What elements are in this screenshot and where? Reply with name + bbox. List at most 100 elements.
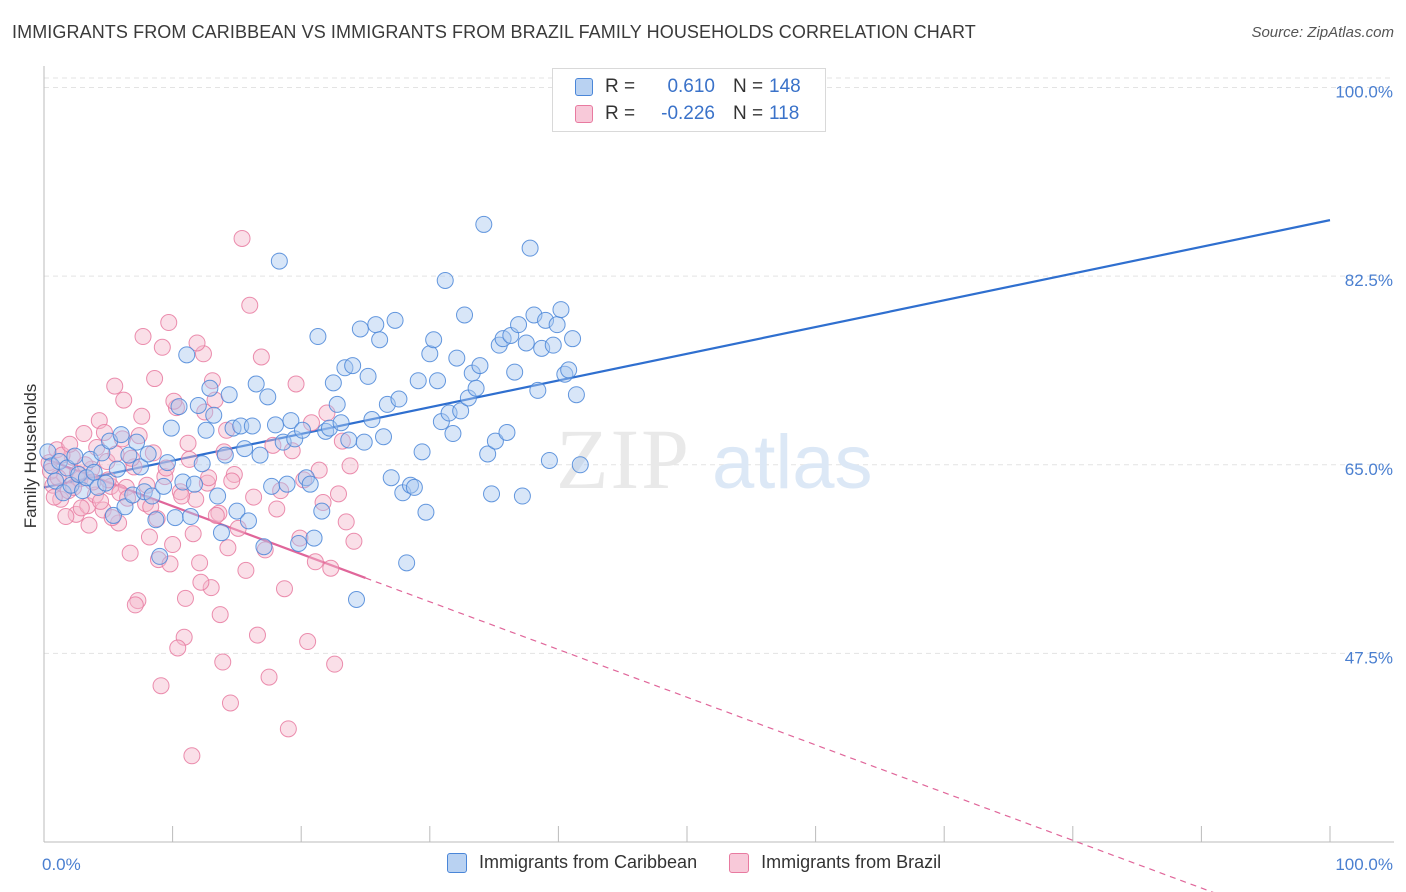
x-tick-label: 0.0% (42, 855, 81, 874)
point-caribbean (228, 502, 246, 520)
point-brazil (122, 449, 140, 467)
chart-source: Source: ZipAtlas.com (1251, 24, 1394, 41)
point-caribbean (185, 475, 203, 493)
point-caribbean (39, 443, 57, 461)
point-caribbean (116, 498, 134, 516)
point-caribbean (182, 508, 200, 526)
point-caribbean (355, 433, 373, 451)
point-brazil (160, 314, 178, 332)
point-brazil (175, 628, 193, 646)
point-caribbean (529, 381, 547, 399)
legend-n-value: 118 (769, 103, 800, 124)
point-brazil (142, 498, 160, 516)
point-caribbean (104, 506, 122, 524)
point-caribbean (131, 458, 149, 476)
point-caribbean (475, 215, 493, 233)
point-caribbean (371, 331, 389, 349)
point-caribbean (128, 433, 146, 451)
point-brazil (72, 499, 90, 517)
series-label-brazil: Immigrants from Brazil (761, 852, 942, 872)
point-caribbean (232, 417, 250, 435)
point-caribbean (452, 402, 470, 420)
point-brazil (310, 461, 328, 479)
point-brazil (169, 639, 187, 657)
point-caribbean (293, 421, 311, 439)
point-caribbean (301, 475, 319, 493)
point-caribbean (560, 361, 578, 379)
point-caribbean (425, 331, 443, 349)
watermark: ZIP atlas (556, 411, 873, 507)
point-caribbean (97, 474, 115, 492)
y-tick-label: 100.0% (1335, 83, 1393, 102)
point-brazil (179, 434, 197, 452)
point-caribbean (212, 524, 230, 542)
point-caribbean (112, 426, 130, 444)
y-tick-label: 47.5% (1345, 648, 1393, 667)
point-brazil (133, 407, 151, 425)
point-brazil (176, 589, 194, 607)
point-caribbean (305, 529, 323, 547)
point-brazil (192, 573, 210, 591)
legend-r-value: 0.610 (667, 76, 715, 97)
point-caribbean (386, 311, 404, 329)
point-brazil (80, 516, 98, 534)
point-caribbean (359, 367, 377, 385)
point-brazil (184, 525, 202, 543)
point-caribbean (243, 417, 261, 435)
point-brazil (196, 403, 214, 421)
point-brazil (115, 391, 133, 409)
series-legend: Immigrants from Caribbean Immigrants fro… (447, 852, 973, 873)
point-caribbean (344, 357, 362, 375)
point-brazil (95, 423, 113, 441)
point-brazil (57, 508, 75, 526)
point-brazil (291, 529, 309, 547)
point-brazil (121, 544, 139, 562)
point-caribbean (143, 487, 161, 505)
point-brazil (144, 444, 162, 462)
point-brazil (214, 653, 232, 671)
point-caribbean (193, 455, 211, 473)
point-brazil (252, 348, 270, 366)
y-axis-title: Family Households (21, 384, 40, 529)
point-caribbean (239, 512, 257, 530)
point-caribbean (247, 375, 265, 393)
point-brazil (106, 377, 124, 395)
point-caribbean (66, 447, 84, 465)
point-caribbean (413, 443, 431, 461)
point-brazil (268, 500, 286, 518)
point-caribbean (436, 271, 454, 289)
point-brazil (134, 328, 152, 346)
series-legend-caribbean[interactable]: Immigrants from Caribbean (447, 852, 697, 873)
point-caribbean (108, 460, 126, 478)
legend-r-label: R = (605, 76, 636, 97)
point-caribbean (421, 345, 439, 363)
point-brazil (299, 633, 317, 651)
point-caribbean (170, 398, 188, 416)
legend-row-brazil: R = -0.226 N = 118 (575, 102, 799, 126)
point-caribbean (540, 451, 558, 469)
point-caribbean (135, 483, 153, 501)
point-brazil (194, 345, 212, 363)
point-brazil (157, 459, 175, 477)
point-caribbean (278, 475, 296, 493)
correlation-legend: R = 0.610 N = 148 R = -0.226 N = 118 (552, 68, 826, 132)
point-caribbean (328, 395, 346, 413)
point-caribbean (282, 412, 300, 430)
point-caribbean (567, 386, 585, 404)
series-legend-brazil[interactable]: Immigrants from Brazil (729, 852, 941, 873)
point-brazil (326, 655, 344, 673)
point-brazil (279, 720, 297, 738)
trend-lines (43, 219, 1331, 892)
point-caribbean (251, 446, 269, 464)
legend-swatch-caribbean (575, 78, 593, 96)
point-caribbean (120, 446, 138, 464)
point-caribbean (139, 445, 157, 463)
point-brazil (345, 532, 363, 550)
point-brazil (245, 488, 263, 506)
watermark-zip: ZIP (556, 411, 691, 507)
point-caribbean (201, 379, 219, 397)
legend-n-label: N = (733, 76, 764, 97)
legend-n-label: N = (733, 103, 764, 124)
point-brazil (198, 474, 216, 492)
